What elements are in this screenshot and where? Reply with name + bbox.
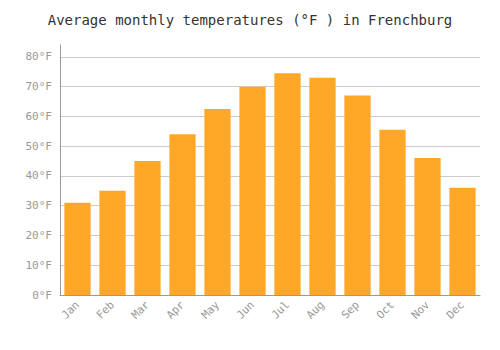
- svg-text:Jan: Jan: [59, 298, 82, 321]
- svg-text:Nov: Nov: [409, 298, 432, 321]
- svg-text:Oct: Oct: [374, 298, 397, 321]
- svg-text:70°F: 70°F: [26, 80, 53, 93]
- svg-text:Jun: Jun: [234, 298, 257, 321]
- svg-text:80°F: 80°F: [26, 50, 53, 63]
- svg-text:Feb: Feb: [94, 298, 117, 321]
- svg-text:May: May: [199, 298, 222, 321]
- svg-text:20°F: 20°F: [26, 229, 53, 242]
- svg-text:Mar: Mar: [129, 298, 152, 321]
- svg-text:10°F: 10°F: [26, 259, 53, 272]
- svg-text:40°F: 40°F: [26, 169, 53, 182]
- svg-text:Average monthly temperatures (: Average monthly temperatures (°F ) in Fr…: [48, 12, 453, 28]
- svg-text:Dec: Dec: [444, 298, 467, 321]
- svg-text:0°F: 0°F: [32, 289, 52, 302]
- svg-text:Jul: Jul: [269, 298, 292, 321]
- svg-text:Sep: Sep: [339, 298, 362, 321]
- svg-text:Aug: Aug: [304, 298, 327, 321]
- svg-text:60°F: 60°F: [26, 110, 53, 123]
- svg-text:50°F: 50°F: [26, 140, 53, 153]
- svg-text:Apr: Apr: [164, 298, 187, 321]
- svg-text:30°F: 30°F: [26, 199, 53, 212]
